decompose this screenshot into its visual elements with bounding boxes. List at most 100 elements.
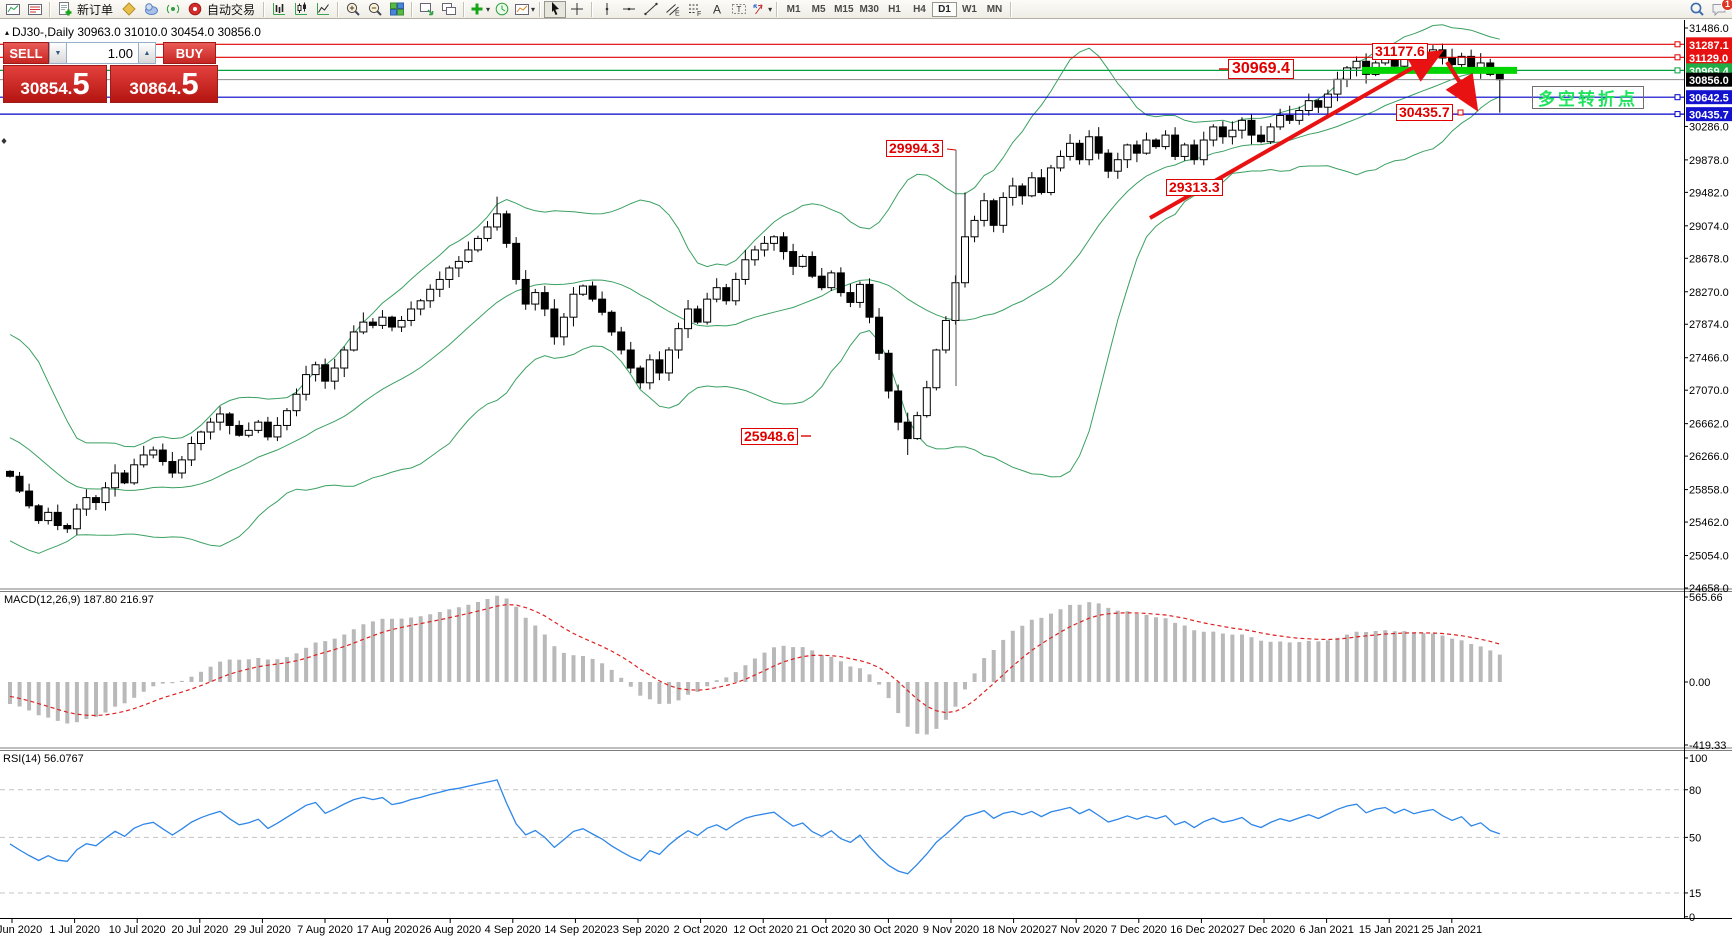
price-annotation-label[interactable]: 29994.3 xyxy=(886,140,943,157)
toolbar-zoom-out-button[interactable] xyxy=(364,1,386,18)
one-click-trading-panel: SELL ▼ 1.00 ▲ BUY 30854. 5 30864. 5 xyxy=(3,42,218,103)
toolbar-arrange-windows-button[interactable] xyxy=(438,1,460,18)
toolbar-separator xyxy=(1009,1,1012,17)
date-tick-label: 17 Aug 2020 xyxy=(357,924,419,936)
line-handle[interactable] xyxy=(1674,94,1681,101)
toolbar-indicator-window-button[interactable] xyxy=(24,1,46,18)
equidistant-channel-icon: E xyxy=(665,1,681,17)
timeframe-MN-button[interactable]: MN xyxy=(986,3,1003,15)
toolbar-line-chart-button[interactable] xyxy=(312,1,334,18)
toolbar-autotrading-label[interactable]: 自动交易 xyxy=(207,2,256,17)
price-tick-label: 28678.0 xyxy=(1689,253,1729,265)
svg-text:T: T xyxy=(737,5,742,14)
timeframe-W1-button[interactable]: W1 xyxy=(961,3,977,15)
toolbar-new-order-label[interactable]: 新订单 xyxy=(77,2,114,17)
line-handle[interactable] xyxy=(1674,41,1681,48)
trend-arrow[interactable] xyxy=(1445,60,1479,112)
toolbar-autotrading-button[interactable] xyxy=(184,1,206,18)
timeframe-D1-button[interactable]: D1 xyxy=(931,1,957,17)
macd-signal-line xyxy=(9,603,1500,717)
collapse-triangle-icon[interactable]: ▴ xyxy=(5,28,10,37)
note-text-object[interactable]: 多空转折点 xyxy=(1532,86,1644,109)
price-tick-label: 25462.0 xyxy=(1689,517,1729,529)
date-tick-label: 7 Aug 2020 xyxy=(297,924,353,936)
text-icon: A xyxy=(709,1,725,17)
date-tick-label: 27 Dec 2020 xyxy=(1233,924,1295,936)
date-tick-label: 14 Sep 2020 xyxy=(544,924,606,936)
price-badge xyxy=(1686,50,1732,65)
toolbar-trendline-button[interactable] xyxy=(640,1,662,18)
price-tick-label: 27874.0 xyxy=(1689,319,1729,331)
line-handle[interactable] xyxy=(1674,111,1681,118)
price-badge xyxy=(1686,72,1732,87)
toolbar-search-button[interactable] xyxy=(1686,1,1708,18)
toolbar-bar-chart-button[interactable] xyxy=(268,1,290,18)
price-annotation-label[interactable]: 30969.4 xyxy=(1228,59,1294,79)
toolbar-new-order-button[interactable] xyxy=(54,1,76,18)
toolbar-separator xyxy=(263,1,266,17)
toolbar-experts-button[interactable] xyxy=(140,1,162,18)
toolbar-templates-button[interactable]: ▾ xyxy=(513,1,536,18)
toolbar-add-indicator-button[interactable]: ▾ xyxy=(468,1,491,18)
chart-window-icon xyxy=(5,1,21,17)
sell-price[interactable]: 30854. 5 xyxy=(3,65,107,103)
toolbar-separator xyxy=(411,1,414,17)
line-handle[interactable] xyxy=(1674,54,1681,61)
timeframe-M1-button[interactable]: M1 xyxy=(786,3,801,15)
label-handle[interactable] xyxy=(1457,109,1464,116)
price-annotation-label[interactable]: 30435.7 xyxy=(1396,104,1453,121)
tile-windows-icon xyxy=(389,1,405,17)
date-tick-label: 30 Oct 2020 xyxy=(858,924,918,936)
toolbar-crosshair-button[interactable] xyxy=(566,1,588,18)
toolbar-equidistant-channel-button[interactable]: E xyxy=(662,1,684,18)
volume-input[interactable]: 1.00 xyxy=(66,42,139,64)
toolbar-cursor-button[interactable] xyxy=(544,0,567,18)
toolbar-vertical-line-button[interactable] xyxy=(596,1,618,18)
volume-increase-button[interactable]: ▲ xyxy=(139,42,156,64)
timeframe-M15-button[interactable]: M15 xyxy=(834,3,854,15)
toolbar-zoom-in-button[interactable] xyxy=(342,1,364,18)
line-chart-icon xyxy=(315,1,331,17)
toolbar-horizontal-line-button[interactable] xyxy=(618,1,640,18)
timeframe-M30-button[interactable]: M30 xyxy=(859,3,879,15)
price-annotation-label[interactable]: 29313.3 xyxy=(1166,179,1223,196)
timeframe-H4-button[interactable]: H4 xyxy=(913,3,926,15)
toolbar-metaeditor-button[interactable] xyxy=(118,1,140,18)
toolbar-candlestick-chart-button[interactable] xyxy=(290,1,312,18)
chart-background[interactable] xyxy=(0,20,1732,941)
price-tick-label: 30286.0 xyxy=(1689,121,1729,133)
toolbar-fibonacci-button[interactable]: F xyxy=(684,1,706,18)
dropdown-caret-icon: ▾ xyxy=(486,4,491,14)
toolbar-auto-arrange-button[interactable] xyxy=(416,1,438,18)
date-tick-label: 25 Jan 2021 xyxy=(1422,924,1483,936)
timeframe-H1-button[interactable]: H1 xyxy=(888,3,901,15)
sell-button[interactable]: SELL xyxy=(3,42,49,64)
volume-decrease-button[interactable]: ▼ xyxy=(49,42,66,64)
price-annotation-label[interactable]: 31177.6 xyxy=(1372,43,1428,60)
price-badge-label: 30856.0 xyxy=(1689,75,1729,87)
toolbar-arrows-tool-button[interactable]: ▾ xyxy=(750,1,773,18)
toolbar-chart-window-button[interactable] xyxy=(2,1,24,18)
buy-button[interactable]: BUY xyxy=(163,42,216,64)
date-tick-label: 4 Sep 2020 xyxy=(485,924,541,936)
price-badge-label: 31129.0 xyxy=(1689,53,1728,65)
buy-price[interactable]: 30864. 5 xyxy=(110,65,218,103)
horizontal-line-icon xyxy=(621,1,637,17)
svg-text:A: A xyxy=(713,3,721,17)
line-handle[interactable] xyxy=(1674,67,1681,74)
fibonacci-icon: F xyxy=(687,1,703,17)
toolbar-period-clock-button[interactable] xyxy=(491,1,513,18)
chart-title: ▴ DJ30-,Daily 30963.0 31010.0 30454.0 308… xyxy=(5,25,261,39)
toolbar-text-button[interactable]: A xyxy=(706,1,728,18)
toolbar-text-label-button[interactable]: T xyxy=(728,1,750,18)
search-icon xyxy=(1689,1,1705,17)
timeframe-M5-button[interactable]: M5 xyxy=(811,3,826,15)
price-annotation-label[interactable]: 25948.6 xyxy=(741,428,798,445)
highlight-trendline[interactable] xyxy=(1362,66,1517,74)
price-badge-label: 30642.5 xyxy=(1689,93,1729,105)
price-tick-label: 29482.0 xyxy=(1689,187,1729,199)
toolbar-signals-button[interactable] xyxy=(162,1,184,18)
toolbar-tile-windows-button[interactable] xyxy=(386,1,408,18)
date-tick-label: 12 Oct 2020 xyxy=(733,924,793,936)
